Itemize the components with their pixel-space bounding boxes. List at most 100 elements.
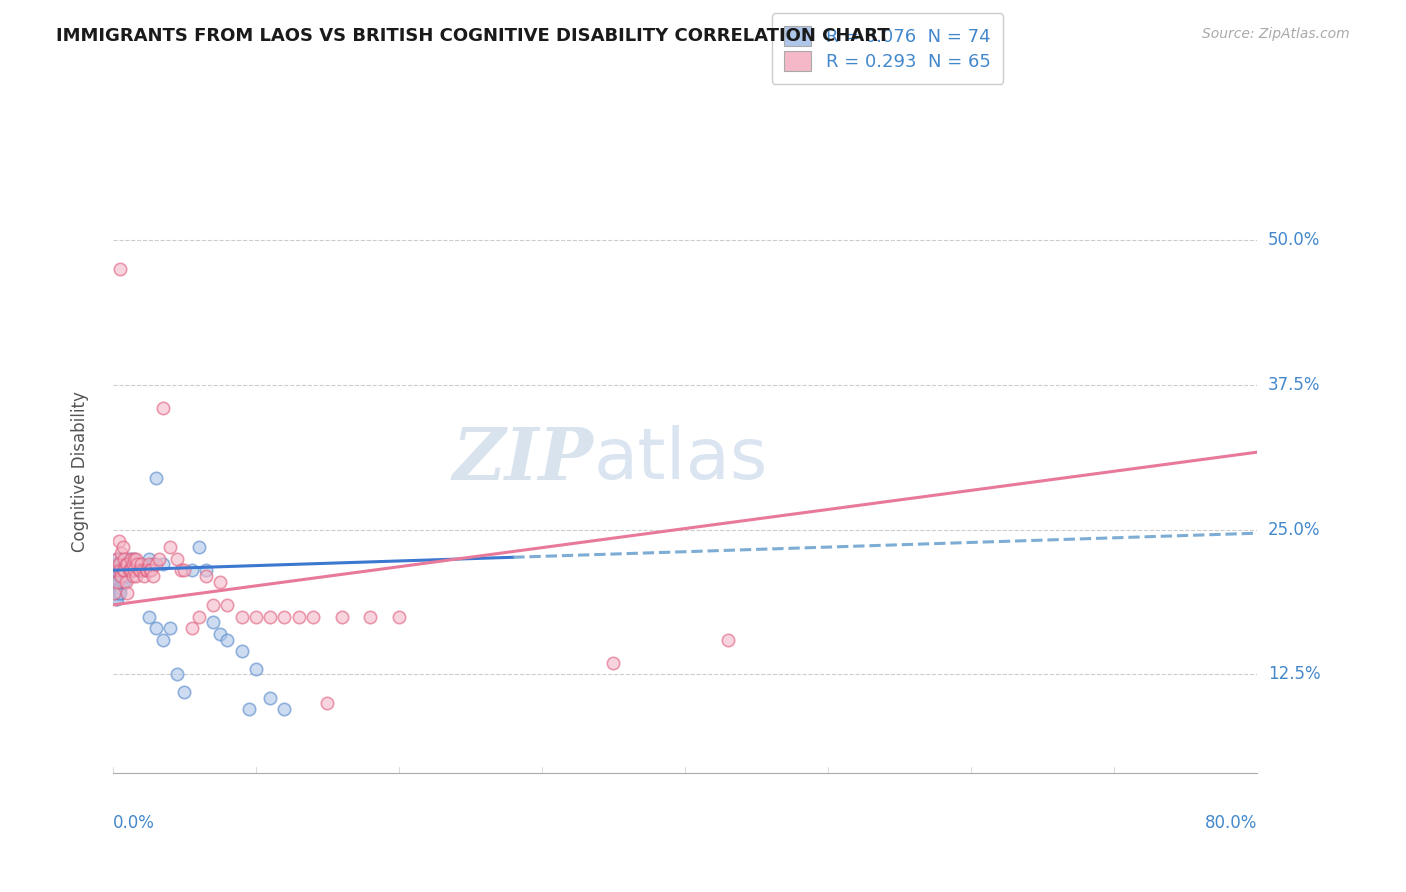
- Point: [107, 569, 129, 583]
- Point: [103, 581, 125, 595]
- Point: [245, 662, 267, 676]
- Point: [138, 551, 160, 566]
- Point: [152, 632, 174, 647]
- Point: [107, 586, 129, 600]
- Point: [170, 563, 193, 577]
- Point: [125, 569, 148, 583]
- Point: [104, 592, 127, 607]
- Point: [173, 563, 195, 577]
- Point: [112, 558, 135, 572]
- Point: [118, 551, 141, 566]
- Point: [231, 609, 253, 624]
- Point: [103, 586, 125, 600]
- Point: [105, 558, 128, 572]
- Point: [115, 586, 138, 600]
- Point: [115, 558, 138, 572]
- Text: 0.0%: 0.0%: [112, 814, 155, 832]
- Point: [159, 621, 181, 635]
- Point: [107, 534, 129, 549]
- Point: [132, 563, 155, 577]
- Point: [114, 569, 136, 583]
- Point: [105, 569, 128, 583]
- Point: [166, 551, 188, 566]
- Point: [118, 563, 141, 577]
- Point: [124, 551, 146, 566]
- Point: [104, 581, 127, 595]
- Text: atlas: atlas: [593, 425, 768, 494]
- Point: [142, 558, 165, 572]
- Point: [145, 621, 167, 635]
- Point: [330, 609, 353, 624]
- Point: [138, 609, 160, 624]
- Point: [127, 558, 149, 572]
- Point: [112, 563, 135, 577]
- Point: [159, 540, 181, 554]
- Point: [201, 598, 224, 612]
- Point: [110, 569, 132, 583]
- Point: [107, 563, 129, 577]
- Point: [180, 563, 202, 577]
- Point: [273, 609, 295, 624]
- Point: [231, 644, 253, 658]
- Point: [187, 540, 209, 554]
- Point: [120, 551, 142, 566]
- Text: 37.5%: 37.5%: [1268, 376, 1320, 394]
- Point: [124, 551, 146, 566]
- Point: [388, 609, 411, 624]
- Point: [112, 563, 135, 577]
- Point: [131, 558, 153, 572]
- Text: 80.0%: 80.0%: [1205, 814, 1257, 832]
- Point: [110, 574, 132, 589]
- Text: ZIP: ZIP: [453, 425, 593, 495]
- Point: [105, 551, 128, 566]
- Point: [103, 574, 125, 589]
- Point: [108, 563, 131, 577]
- Point: [115, 563, 138, 577]
- Point: [110, 563, 132, 577]
- Point: [602, 656, 624, 670]
- Point: [110, 569, 132, 583]
- Point: [717, 632, 740, 647]
- Point: [145, 558, 167, 572]
- Point: [302, 609, 325, 624]
- Point: [105, 592, 128, 607]
- Text: Source: ZipAtlas.com: Source: ZipAtlas.com: [1202, 27, 1350, 41]
- Point: [134, 569, 156, 583]
- Point: [173, 684, 195, 698]
- Point: [128, 563, 150, 577]
- Text: IMMIGRANTS FROM LAOS VS BRITISH COGNITIVE DISABILITY CORRELATION CHART: IMMIGRANTS FROM LAOS VS BRITISH COGNITIV…: [56, 27, 890, 45]
- Point: [117, 563, 139, 577]
- Point: [105, 574, 128, 589]
- Point: [135, 563, 157, 577]
- Point: [129, 563, 152, 577]
- Point: [134, 563, 156, 577]
- Point: [108, 558, 131, 572]
- Point: [125, 558, 148, 572]
- Point: [111, 563, 134, 577]
- Point: [111, 563, 134, 577]
- Point: [115, 558, 138, 572]
- Point: [180, 621, 202, 635]
- Point: [117, 563, 139, 577]
- Point: [217, 598, 239, 612]
- Point: [111, 574, 134, 589]
- Point: [273, 702, 295, 716]
- Point: [245, 609, 267, 624]
- Point: [104, 586, 127, 600]
- Point: [110, 546, 132, 560]
- Point: [112, 551, 135, 566]
- Point: [142, 569, 165, 583]
- Point: [359, 609, 381, 624]
- Point: [104, 563, 127, 577]
- Point: [107, 558, 129, 572]
- Point: [209, 627, 232, 641]
- Point: [194, 563, 217, 577]
- Point: [194, 569, 217, 583]
- Legend: R = 0.076  N = 74, R = 0.293  N = 65: R = 0.076 N = 74, R = 0.293 N = 65: [772, 13, 1004, 84]
- Point: [125, 551, 148, 566]
- Point: [201, 615, 224, 630]
- Point: [111, 540, 134, 554]
- Point: [148, 551, 170, 566]
- Point: [107, 574, 129, 589]
- Point: [259, 609, 281, 624]
